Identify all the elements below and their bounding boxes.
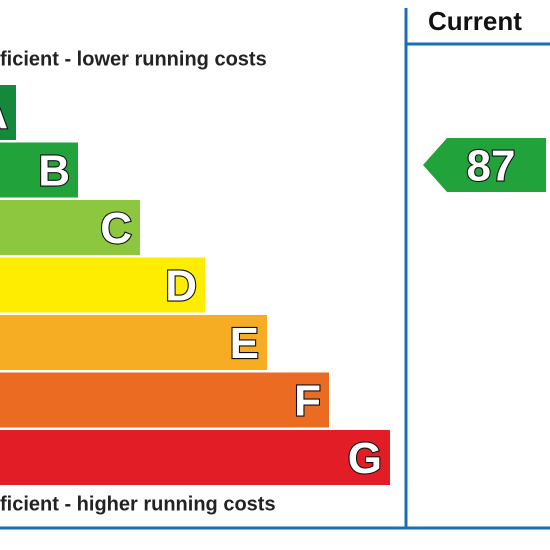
column-header: Current — [428, 6, 522, 36]
rating-band — [0, 257, 205, 313]
rating-band — [0, 315, 267, 370]
current-rating-arrow — [423, 138, 546, 192]
rating-band — [0, 430, 390, 485]
current-rating-value: 87 — [467, 142, 516, 191]
band-letter: A — [0, 89, 8, 138]
rating-band — [0, 372, 329, 428]
rating-band — [0, 200, 140, 255]
rating-band — [0, 85, 16, 140]
band-letter: C — [100, 204, 132, 253]
rating-band — [0, 142, 78, 198]
bottom-note: ficient - higher running costs — [0, 493, 276, 515]
band-letter: D — [165, 262, 197, 311]
top-note: ficient - lower running costs — [0, 48, 267, 70]
band-letter: F — [294, 377, 321, 426]
band-letter: B — [38, 147, 70, 196]
band-letter: E — [230, 319, 259, 368]
band-letter: G — [348, 434, 382, 483]
